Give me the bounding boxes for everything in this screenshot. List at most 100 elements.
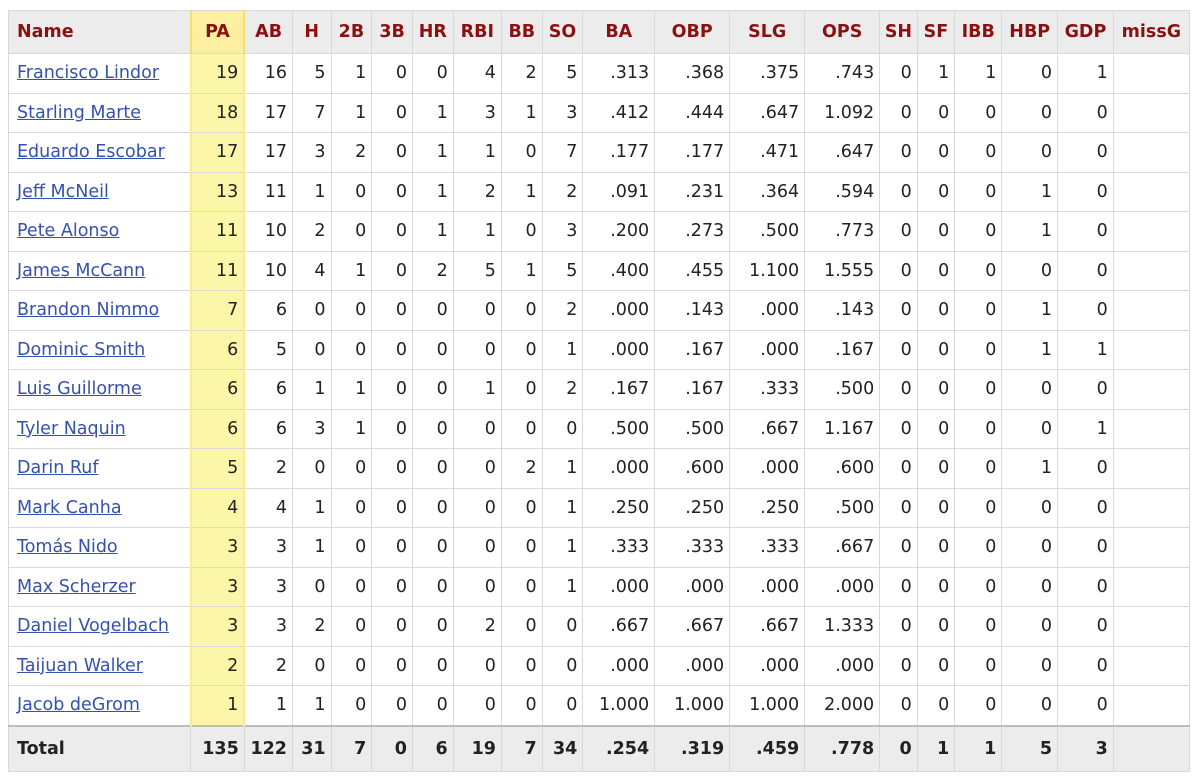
stat-cell-hr: 0 bbox=[411, 606, 454, 647]
stat-cell-sf: 0 bbox=[916, 171, 956, 212]
stat-cell-h: 2 bbox=[291, 211, 332, 252]
stat-cell-3b: 0 bbox=[371, 487, 413, 528]
col-header-slg[interactable]: SLG bbox=[729, 10, 806, 54]
col-header-ba[interactable]: BA bbox=[582, 10, 656, 54]
table-row: Taijuan Walker 2 2 0 0 0 0 0 0 0.000.000.000.000 0… bbox=[7, 645, 1191, 686]
player-link[interactable]: Mark Canha bbox=[17, 497, 122, 518]
stat-cell-obp: .167 bbox=[654, 329, 731, 370]
col-header-rbi[interactable]: RBI bbox=[452, 10, 502, 54]
header-row: Name PA AB H 2B 3B HR RBI BB SO BA OBP S… bbox=[7, 10, 1191, 54]
stat-cell-ops: .500 bbox=[804, 487, 881, 528]
col-header-ab[interactable]: AB bbox=[243, 10, 293, 54]
total-cell: 1 bbox=[954, 724, 1003, 772]
player-link[interactable]: James McCann bbox=[17, 260, 146, 281]
stat-cell-obp: .455 bbox=[654, 250, 731, 291]
stat-cell-ops: 1.092 bbox=[804, 92, 881, 133]
col-header-hbp[interactable]: HBP bbox=[1001, 10, 1059, 54]
col-header-ibb[interactable]: IBB bbox=[954, 10, 1003, 54]
table-row: Starling Marte 18 17 7 1 0 1 3 1 3.412.444.647 1.0… bbox=[7, 92, 1191, 133]
player-link[interactable]: Jeff McNeil bbox=[17, 181, 109, 202]
stat-cell-obp: .368 bbox=[654, 53, 731, 94]
stat-cell-missg bbox=[1112, 448, 1191, 489]
stat-cell-ba: 1.000 bbox=[582, 685, 656, 726]
player-link[interactable]: Taijuan Walker bbox=[17, 655, 143, 676]
player-name-cell: Pete Alonso bbox=[7, 211, 192, 252]
total-cell: 31 bbox=[291, 724, 332, 772]
col-header-hr[interactable]: HR bbox=[411, 10, 454, 54]
stat-cell-obp: .177 bbox=[654, 132, 731, 173]
stat-cell-sh: 0 bbox=[879, 606, 918, 647]
stat-cell-sh: 0 bbox=[879, 92, 918, 133]
stat-cell-slg: .250 bbox=[729, 487, 806, 528]
stat-cell-so: 5 bbox=[541, 53, 584, 94]
stat-cell-ops: .743 bbox=[804, 53, 881, 94]
col-header-ops[interactable]: OPS bbox=[804, 10, 881, 54]
stat-cell-hr: 0 bbox=[411, 645, 454, 686]
stat-cell-slg: .000 bbox=[729, 645, 806, 686]
stat-cell-ops: .773 bbox=[804, 211, 881, 252]
stat-cell-hr: 1 bbox=[411, 92, 454, 133]
stat-cell-so: 0 bbox=[541, 606, 584, 647]
player-link[interactable]: Darin Ruf bbox=[17, 458, 99, 479]
stat-cell-missg bbox=[1112, 645, 1191, 686]
col-header-pa[interactable]: PA bbox=[189, 10, 246, 54]
stat-cell-3b: 0 bbox=[371, 250, 413, 291]
stat-cell-sf: 0 bbox=[916, 527, 956, 568]
stat-cell-hr: 1 bbox=[411, 171, 454, 212]
stat-cell-sh: 0 bbox=[879, 329, 918, 370]
stat-cell-sf: 0 bbox=[916, 211, 956, 252]
col-header-sh[interactable]: SH bbox=[879, 10, 918, 54]
player-link[interactable]: Tomás Nido bbox=[17, 537, 118, 558]
stat-cell-ab: 10 bbox=[243, 250, 293, 291]
batting-stats-table: Name PA AB H 2B 3B HR RBI BB SO BA OBP S… bbox=[7, 10, 1191, 772]
player-link[interactable]: Daniel Vogelbach bbox=[17, 616, 169, 637]
stat-cell-hr: 0 bbox=[411, 329, 454, 370]
player-name-cell: Tyler Naquin bbox=[7, 408, 192, 449]
player-link[interactable]: Francisco Lindor bbox=[17, 63, 160, 84]
player-link[interactable]: Jacob deGrom bbox=[17, 695, 140, 716]
stat-cell-ba: .500 bbox=[582, 408, 656, 449]
col-header-2b[interactable]: 2B bbox=[330, 10, 373, 54]
stat-cell-so: 1 bbox=[541, 329, 584, 370]
stat-cell-ab: 6 bbox=[243, 369, 293, 410]
col-header-h[interactable]: H bbox=[291, 10, 332, 54]
player-link[interactable]: Eduardo Escobar bbox=[17, 142, 165, 163]
stat-cell-obp: .667 bbox=[654, 606, 731, 647]
batting-stats-table-container: Name PA AB H 2B 3B HR RBI BB SO BA OBP S… bbox=[7, 10, 1191, 772]
player-link[interactable]: Starling Marte bbox=[17, 102, 142, 123]
player-link[interactable]: Tyler Naquin bbox=[17, 418, 126, 439]
stat-cell-obp: .500 bbox=[654, 408, 731, 449]
stat-cell-ops: 1.555 bbox=[804, 250, 881, 291]
player-link[interactable]: Luis Guillorme bbox=[17, 379, 142, 400]
col-header-3b[interactable]: 3B bbox=[371, 10, 413, 54]
stat-cell-ab: 2 bbox=[243, 645, 293, 686]
player-link[interactable]: Brandon Nimmo bbox=[17, 300, 160, 321]
player-name-cell: Francisco Lindor bbox=[7, 53, 192, 94]
stat-cell-bb: 2 bbox=[500, 53, 543, 94]
player-link[interactable]: Dominic Smith bbox=[17, 339, 146, 360]
stat-cell-sh: 0 bbox=[879, 132, 918, 173]
col-header-name[interactable]: Name bbox=[7, 10, 192, 54]
stat-cell-pa: 1 bbox=[189, 685, 246, 726]
player-name-cell: Eduardo Escobar bbox=[7, 132, 192, 173]
stat-cell-ibb: 0 bbox=[954, 408, 1003, 449]
col-header-missg[interactable]: missG bbox=[1112, 10, 1191, 54]
stat-cell-slg: .000 bbox=[729, 329, 806, 370]
col-header-gdp[interactable]: GDP bbox=[1057, 10, 1114, 54]
stat-cell-gdp: 0 bbox=[1057, 92, 1114, 133]
stat-cell-gdp: 0 bbox=[1057, 369, 1114, 410]
stat-cell-h: 3 bbox=[291, 408, 332, 449]
col-header-sf[interactable]: SF bbox=[916, 10, 956, 54]
col-header-obp[interactable]: OBP bbox=[654, 10, 731, 54]
stat-cell-hr: 0 bbox=[411, 408, 454, 449]
col-header-so[interactable]: SO bbox=[541, 10, 584, 54]
player-name-cell: Tomás Nido bbox=[7, 527, 192, 568]
col-header-bb[interactable]: BB bbox=[500, 10, 543, 54]
stat-cell-sh: 0 bbox=[879, 53, 918, 94]
stat-cell-hr: 2 bbox=[411, 250, 454, 291]
stat-cell-hbp: 0 bbox=[1001, 645, 1059, 686]
stat-cell-hbp: 1 bbox=[1001, 211, 1059, 252]
player-link[interactable]: Pete Alonso bbox=[17, 221, 120, 242]
player-link[interactable]: Max Scherzer bbox=[17, 576, 136, 597]
stat-cell-hr: 0 bbox=[411, 369, 454, 410]
